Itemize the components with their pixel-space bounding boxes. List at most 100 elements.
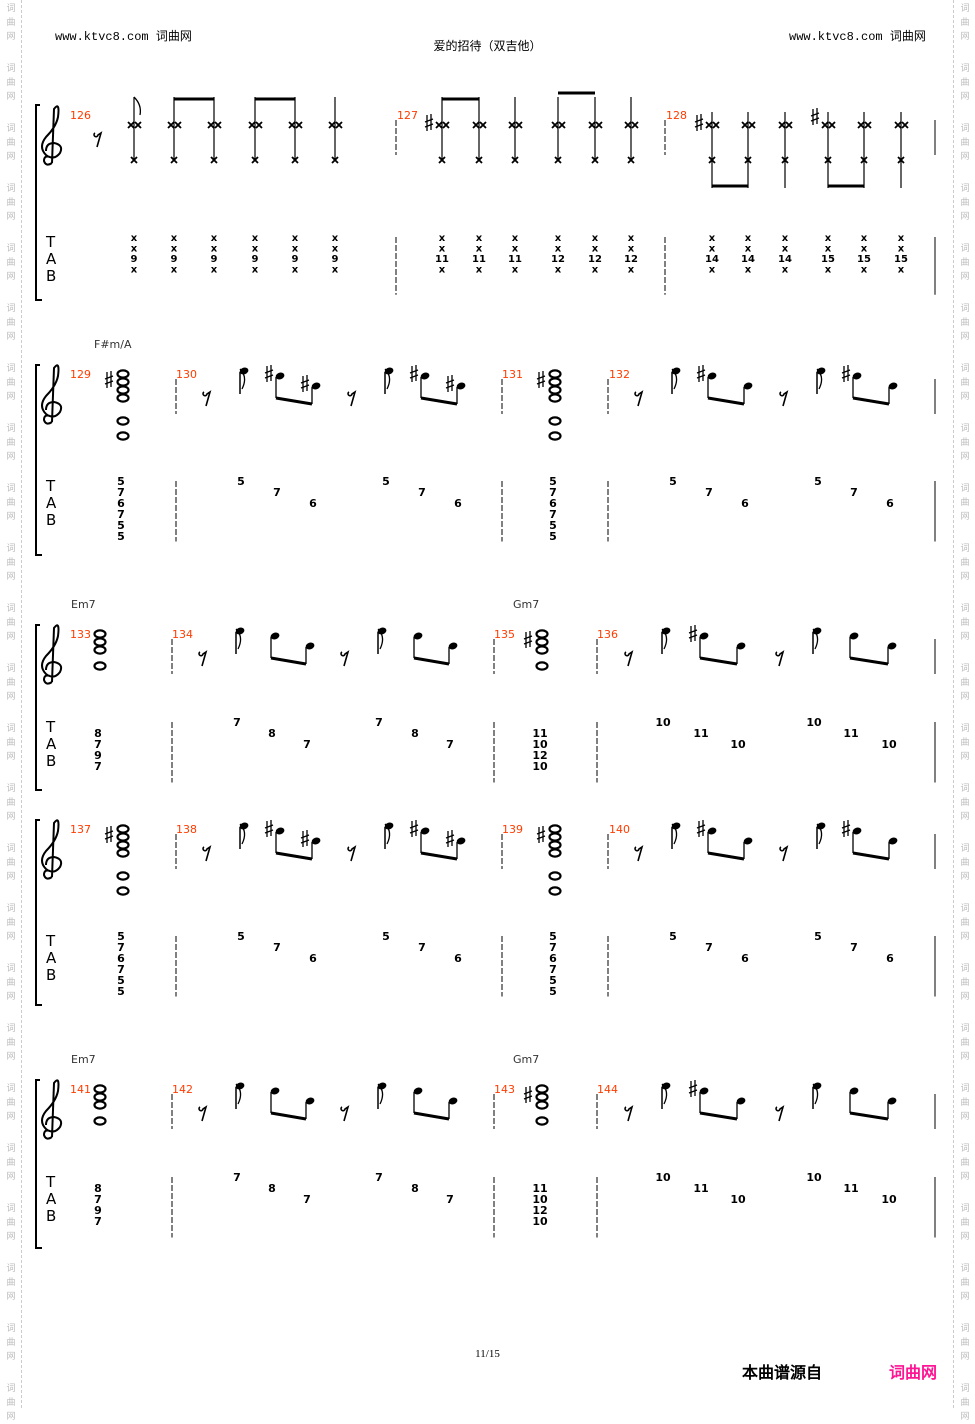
sharp-icon bbox=[409, 365, 419, 382]
tab-fret-number: 8 bbox=[268, 1182, 276, 1195]
eighth-rest-icon bbox=[624, 1105, 634, 1122]
note-head bbox=[812, 627, 822, 635]
whole-note bbox=[93, 629, 107, 639]
tab-muted-string: x bbox=[512, 244, 519, 255]
chord-symbol: Gm7 bbox=[513, 598, 539, 611]
tab-muted-string: x bbox=[555, 244, 562, 255]
tab-fret-number: 9 bbox=[94, 749, 102, 762]
note-flag bbox=[671, 823, 678, 845]
watermark-text: 词曲网 bbox=[960, 724, 970, 762]
watermark-text: 词曲网 bbox=[960, 424, 970, 462]
note-head bbox=[413, 632, 423, 640]
x-notehead bbox=[295, 121, 303, 129]
beam bbox=[413, 1111, 450, 1121]
tab-muted-string: x bbox=[592, 265, 599, 276]
tab-fret-number: 5 bbox=[549, 930, 557, 943]
beam bbox=[420, 396, 458, 406]
tab-muted-string: x bbox=[628, 265, 635, 276]
tab-clef-letter: B bbox=[46, 752, 56, 770]
tab-muted-string: x bbox=[628, 233, 635, 244]
note-head bbox=[456, 382, 466, 390]
x-notehead bbox=[328, 121, 336, 129]
tab-fret-number: 7 bbox=[94, 1215, 102, 1228]
note-head bbox=[852, 372, 862, 380]
tab-fret-number: 8 bbox=[94, 1182, 102, 1195]
tab-fret-number: 9 bbox=[252, 254, 259, 265]
beam bbox=[270, 1111, 307, 1121]
note-head bbox=[235, 1082, 245, 1090]
measure-number: 132 bbox=[609, 368, 630, 381]
tab-fret-number: 7 bbox=[375, 716, 383, 729]
tab-fret-number: 7 bbox=[418, 941, 426, 954]
note-head bbox=[849, 632, 859, 640]
tab-fret-number: 7 bbox=[850, 941, 858, 954]
watermark-text: 词曲网 bbox=[6, 784, 16, 822]
note-flag bbox=[377, 628, 384, 650]
tab-fret-number: 9 bbox=[211, 254, 218, 265]
x-notehead bbox=[821, 121, 829, 129]
whole-note bbox=[535, 1100, 549, 1110]
tab-fret-number: 5 bbox=[549, 530, 557, 543]
tab-fret-number: 7 bbox=[117, 508, 125, 521]
watermark-text: 词曲网 bbox=[960, 784, 970, 822]
tab-muted-string: x bbox=[898, 265, 905, 276]
note-flag bbox=[661, 1083, 668, 1105]
tab-fret-number: 6 bbox=[309, 952, 317, 965]
sharp-icon bbox=[264, 365, 274, 382]
watermark-text: 词曲网 bbox=[960, 844, 970, 882]
beam bbox=[275, 396, 313, 406]
tab-muted-string: x bbox=[825, 265, 832, 276]
tab-fret-number: 5 bbox=[237, 930, 245, 943]
tab-muted-string: x bbox=[476, 265, 483, 276]
sharp-icon bbox=[536, 826, 546, 843]
tab-muted-string: x bbox=[131, 265, 138, 276]
system-bracket bbox=[35, 104, 42, 301]
x-notehead bbox=[778, 121, 786, 129]
tab-fret-number: 6 bbox=[454, 497, 462, 510]
tab-fret-number: 8 bbox=[94, 727, 102, 740]
tab-fret-number: 14 bbox=[705, 254, 719, 265]
tab-fret-number: 7 bbox=[117, 963, 125, 976]
eighth-rest-icon bbox=[347, 845, 357, 862]
treble-clef-icon bbox=[41, 819, 63, 880]
x-notehead bbox=[479, 121, 487, 129]
watermark-text: 词曲网 bbox=[960, 1084, 970, 1122]
eighth-rest-icon bbox=[634, 390, 644, 407]
system-bracket bbox=[35, 819, 42, 1006]
tab-muted-string: x bbox=[252, 265, 259, 276]
tab-fret-number: 5 bbox=[814, 930, 822, 943]
tab-fret-number: 7 bbox=[233, 716, 241, 729]
chord-symbol: Em7 bbox=[71, 598, 96, 611]
tab-clef-letter: A bbox=[46, 1190, 57, 1208]
tab-fret-number: 10 bbox=[532, 1215, 548, 1228]
tab-fret-number: 6 bbox=[309, 497, 317, 510]
left-margin-line bbox=[21, 0, 22, 1408]
watermark-text: 词曲网 bbox=[960, 64, 970, 102]
whole-note bbox=[116, 824, 130, 834]
note-head bbox=[448, 642, 458, 650]
note-flag bbox=[384, 823, 391, 845]
tab-muted-string: x bbox=[745, 244, 752, 255]
note-head bbox=[275, 372, 285, 380]
x-notehead bbox=[134, 121, 142, 129]
x-notehead bbox=[558, 121, 566, 129]
x-notehead bbox=[785, 121, 793, 129]
source-site-link[interactable]: 词曲网 bbox=[889, 1363, 938, 1382]
tab-fret-number: 7 bbox=[850, 486, 858, 499]
whole-note bbox=[93, 1084, 107, 1094]
x-notehead bbox=[894, 121, 902, 129]
tab-muted-string: x bbox=[628, 244, 635, 255]
tab-muted-string: x bbox=[861, 233, 868, 244]
note-flag bbox=[812, 628, 819, 650]
tab-clef-letter: A bbox=[46, 494, 57, 512]
tab-fret-number: 6 bbox=[117, 497, 125, 510]
watermark-text: 词曲网 bbox=[6, 964, 16, 1002]
beam bbox=[707, 396, 745, 406]
watermark-text: 词曲网 bbox=[6, 424, 16, 462]
tab-fret-number: 7 bbox=[94, 760, 102, 773]
chord-symbol: Gm7 bbox=[513, 1053, 539, 1066]
note-head bbox=[707, 827, 717, 835]
eighth-rest-icon bbox=[340, 1105, 350, 1122]
measure-number: 134 bbox=[172, 628, 193, 641]
watermark-text: 词曲网 bbox=[960, 244, 970, 282]
